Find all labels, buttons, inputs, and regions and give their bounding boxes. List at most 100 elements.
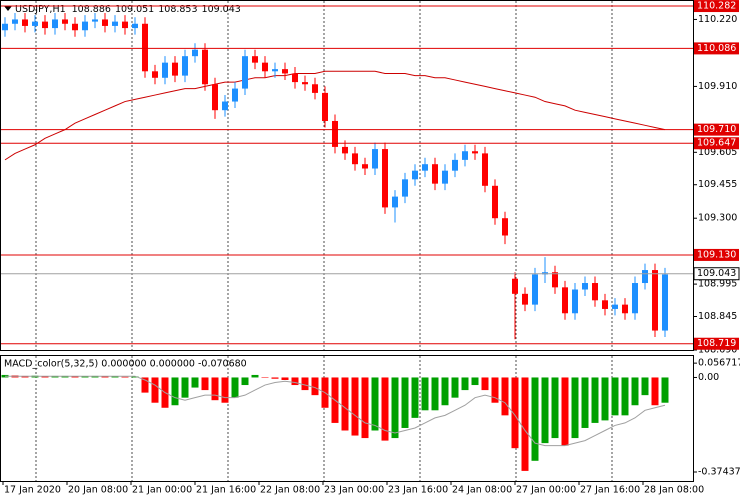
candle-body (662, 274, 668, 331)
macd-bar (121, 376, 129, 378)
macd-bar (511, 377, 519, 449)
candle-body (362, 164, 368, 169)
level-label-box (694, 0, 739, 13)
level-label-box (694, 137, 739, 150)
candle-body (262, 62, 268, 72)
candle-body (202, 49, 208, 85)
macd-bar (341, 377, 349, 431)
macd-bar (531, 377, 539, 461)
last-price-label: 109.043 (697, 268, 736, 279)
candle-body (92, 19, 98, 22)
macd-bar (221, 377, 229, 403)
candle-body (532, 274, 538, 305)
candle-body (212, 84, 218, 111)
candle-body (432, 164, 438, 184)
candle-body (2, 23, 8, 31)
candle-body (462, 151, 468, 160)
x-tick-label: 24 Jan 08:00 (452, 485, 512, 496)
y-tick-label: 109.910 (698, 81, 737, 92)
macd-bar (81, 376, 89, 378)
price-panel (0, 0, 694, 351)
menu-triangle (4, 6, 12, 11)
candle-body (592, 283, 598, 301)
macd-bar (91, 375, 99, 378)
macd-y-tick-label: -0.374379 (698, 467, 740, 478)
x-tick-label: 21 Jan 16:00 (196, 485, 256, 496)
macd-bar (441, 377, 449, 406)
header: USDJPY,H1 108.886 109.051 108.853 109.043 (15, 4, 241, 15)
macd-bar (311, 377, 319, 396)
macd-bar (111, 376, 119, 378)
candle-body (12, 19, 18, 24)
open-value: 108.886 (72, 4, 111, 15)
close-value: 109.043 (202, 4, 241, 15)
candle-body (232, 88, 238, 102)
y-tick-label: 109.455 (698, 179, 737, 190)
candle-body (412, 170, 418, 180)
macd-bar (271, 377, 279, 379)
macd-bar (481, 377, 489, 391)
candle-body (352, 153, 358, 165)
candle-body (272, 69, 278, 72)
candle-body (382, 149, 388, 208)
candle-body (132, 23, 138, 29)
macd-y-tick-label: 0.056717 (698, 358, 740, 369)
candle-body (192, 49, 198, 57)
macd-bar (21, 375, 29, 378)
high-value: 109.051 (115, 4, 154, 15)
candle-body (552, 272, 558, 288)
candle-body (332, 120, 338, 147)
level-label: 109.710 (697, 124, 736, 135)
level-label-box (694, 42, 739, 55)
candle-body (472, 151, 478, 154)
macd-bar (501, 377, 509, 416)
candle-body (562, 287, 568, 314)
candle-body (62, 19, 68, 24)
macd-bar (171, 377, 179, 406)
candle-body (632, 283, 638, 314)
macd-bar (661, 377, 669, 403)
macd-bar (101, 376, 109, 378)
macd-bar (181, 377, 189, 398)
candle-body (402, 179, 408, 197)
candle-body (622, 304, 628, 314)
candle-body (502, 218, 508, 236)
candle-body (112, 21, 118, 26)
candle-body (142, 23, 148, 72)
macd-bar (351, 377, 359, 436)
macd-bar (231, 377, 239, 398)
candle-body (252, 56, 258, 63)
candle-body (22, 19, 28, 26)
candle-body (512, 278, 518, 294)
candle-body (452, 159, 458, 171)
candle-body (242, 56, 248, 89)
macd-bar (551, 377, 559, 439)
y-tick-label: 108.845 (698, 311, 737, 322)
macd-bar (381, 377, 389, 441)
macd-bar (361, 377, 369, 439)
level-label-box (694, 337, 739, 350)
macd-bar (261, 377, 269, 378)
candle-body (602, 300, 608, 309)
candle-body (122, 21, 128, 29)
macd-bar (41, 376, 49, 378)
macd-bar (301, 377, 309, 391)
macd-bar (131, 376, 139, 378)
candle-body (422, 164, 428, 171)
macd-bar (141, 377, 149, 393)
candle-body (162, 62, 168, 78)
x-tick-label: 20 Jan 08:00 (68, 485, 128, 496)
macd-bar (291, 377, 299, 386)
candle-body (372, 149, 378, 169)
macd-bar (631, 377, 639, 406)
level-label: 109.647 (697, 138, 736, 149)
x-tick-label: 27 Jan 00:00 (516, 485, 576, 496)
x-tick-label: 23 Jan 00:00 (324, 485, 384, 496)
x-tick-label: 28 Jan 08:00 (644, 485, 704, 496)
candle-body (652, 270, 658, 331)
candle-body (322, 92, 328, 121)
y-tick-label: 109.605 (698, 147, 737, 158)
macd-bar (151, 377, 159, 403)
candle-body (482, 153, 488, 186)
